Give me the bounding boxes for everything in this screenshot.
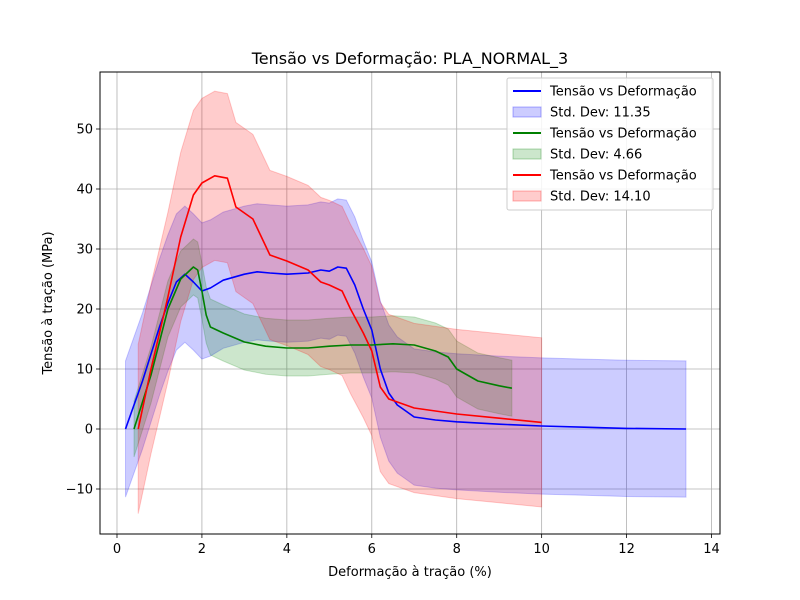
- x-tick-label: 4: [283, 542, 291, 557]
- series-lines: [124, 175, 687, 430]
- x-tick-label: 12: [618, 542, 635, 557]
- legend: Tensão vs Deformação Std. Dev: 11.35 Tensã…: [506, 77, 714, 211]
- x-axis-title: Deformação à tração (%): [328, 565, 492, 580]
- legend-band-swatch: [512, 190, 542, 202]
- y-tick-label: 10: [76, 363, 93, 378]
- series-line-1: [124, 266, 687, 430]
- y-tick-label: 50: [76, 123, 93, 138]
- y-tick-label: 20: [76, 303, 93, 318]
- y-tick-label: −10: [66, 483, 93, 498]
- std-dev-bands: [125, 90, 687, 514]
- legend-label: Tensão vs Deformação: [549, 169, 697, 184]
- legend-label: Std. Dev: 14.10: [550, 190, 651, 205]
- legend-label: Tensão vs Deformação: [549, 127, 697, 142]
- legend-label: Std. Dev: 4.66: [550, 148, 642, 163]
- x-tick-label: 2: [198, 542, 206, 557]
- x-tick-label: 0: [113, 542, 121, 557]
- legend-label: Tensão vs Deformação: [549, 85, 697, 100]
- y-tick-label: 40: [76, 183, 93, 198]
- chart-title: Tensão vs Deformação: PLA_NORMAL_3: [251, 49, 568, 69]
- std-dev-band-3: [137, 90, 543, 514]
- y-axis-title: Tensão à tração (MPa): [41, 231, 56, 375]
- x-tick-label: 8: [453, 542, 461, 557]
- plot-frame: [99, 71, 721, 535]
- series-line-2: [133, 266, 513, 430]
- std-dev-band-2: [133, 238, 513, 458]
- legend-band-swatch: [512, 106, 542, 118]
- series-line-3: [137, 175, 542, 430]
- x-tick-label: 14: [703, 542, 720, 557]
- std-dev-band-1: [125, 198, 687, 498]
- x-tick-label: 6: [368, 542, 376, 557]
- legend-label: Std. Dev: 11.35: [550, 106, 651, 121]
- axis-ticks: 0 2 4 6 8 10 12 14 −10 0 10 20 30 40 50: [66, 123, 720, 558]
- y-tick-label: 0: [85, 423, 93, 438]
- legend-box: [506, 77, 714, 211]
- x-tick-label: 10: [533, 542, 550, 557]
- y-tick-label: 30: [76, 243, 93, 258]
- legend-band-swatch: [512, 148, 542, 160]
